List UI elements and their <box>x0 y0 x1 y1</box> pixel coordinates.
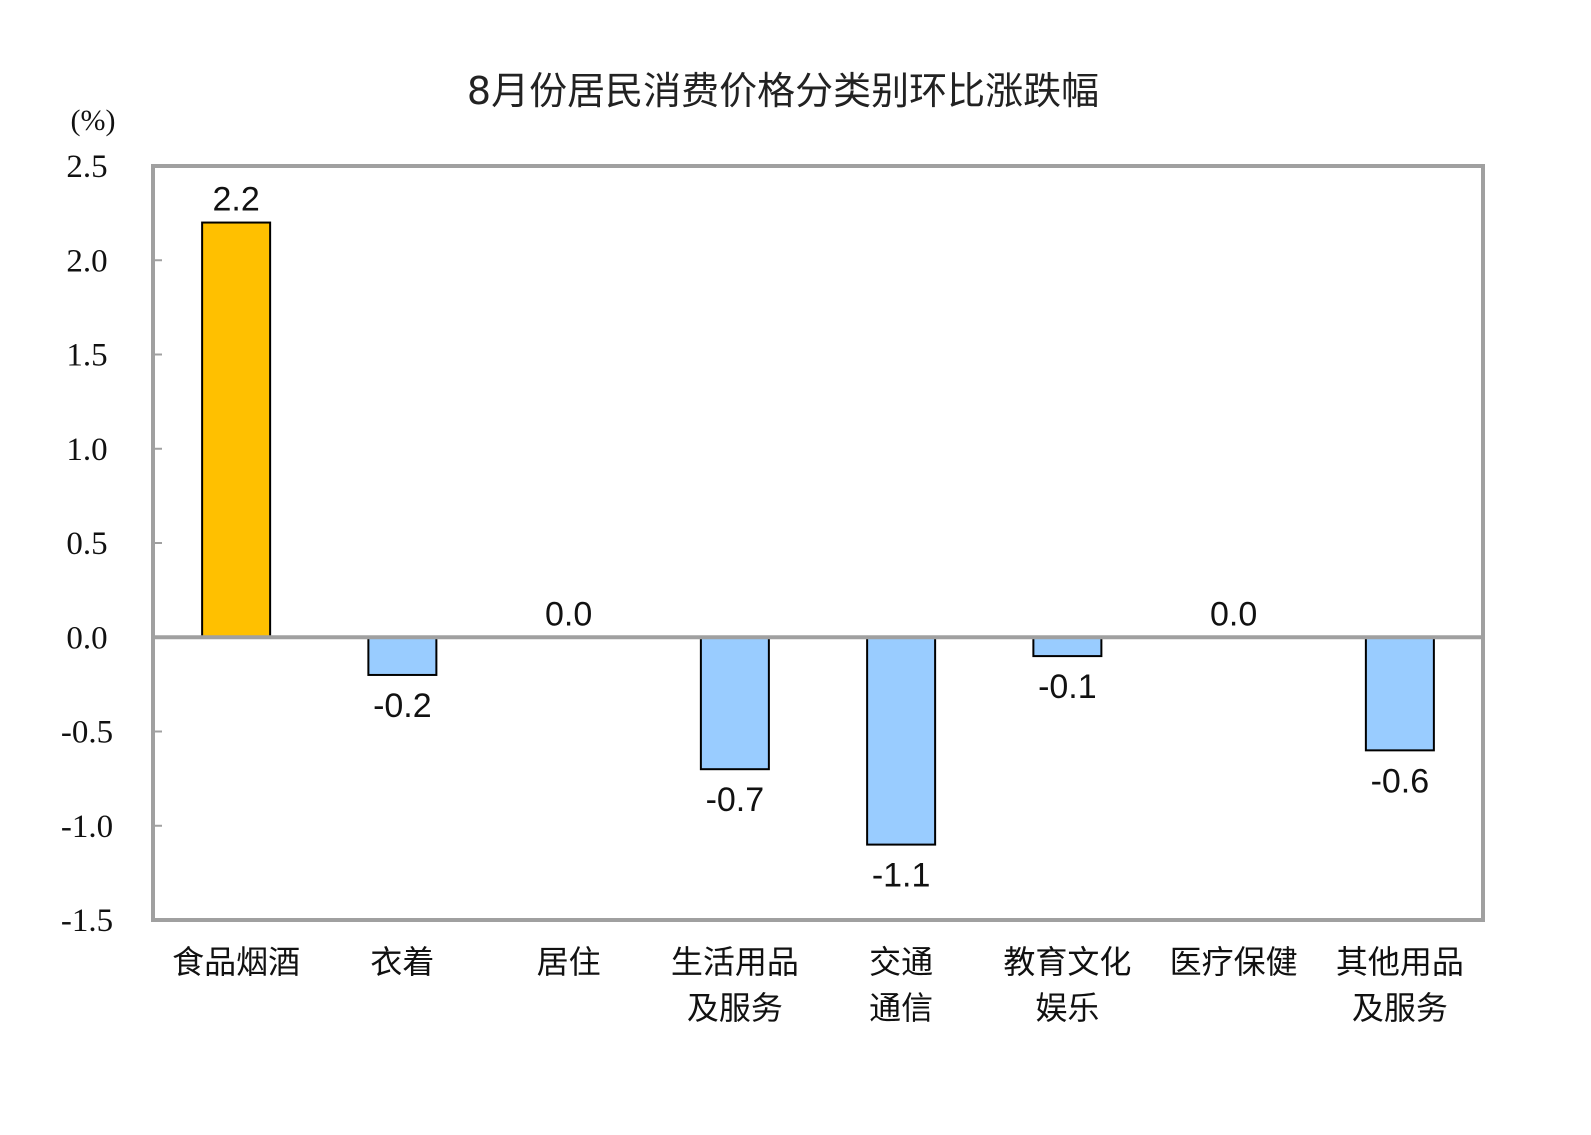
y-tick-label: 0.0 <box>66 620 107 656</box>
bar <box>699 636 770 771</box>
x-category-label: 教育文化 <box>1003 943 1131 981</box>
bar <box>1364 636 1435 752</box>
x-category-label: 居住 <box>537 943 601 981</box>
bar <box>1032 636 1103 658</box>
x-category-label: 及服务 <box>687 989 783 1027</box>
data-label: 0.0 <box>545 595 592 633</box>
data-label: -0.1 <box>1038 668 1097 706</box>
data-label: -0.2 <box>373 687 432 725</box>
y-tick-label: 1.0 <box>66 432 107 468</box>
x-category-label: 生活用品 <box>671 943 799 981</box>
plot-frame <box>151 164 1485 922</box>
y-tick-label: 2.5 <box>66 149 107 185</box>
chart-title: 8月份居民消费价格分类别环比涨跌幅 <box>467 69 1099 113</box>
x-category-label: 娱乐 <box>1035 989 1099 1027</box>
x-category-label: 衣着 <box>370 943 434 981</box>
bar <box>866 636 937 846</box>
x-category-label: 其他用品 <box>1336 943 1464 981</box>
y-axis-unit: (%) <box>71 104 116 137</box>
data-label: -1.1 <box>872 857 931 895</box>
x-category-label: 交通 <box>869 943 933 981</box>
y-tick-label: -1.5 <box>61 903 113 939</box>
x-category-label: 及服务 <box>1352 989 1448 1027</box>
data-label: 2.2 <box>212 181 259 219</box>
bar <box>201 221 272 639</box>
y-tick-label: -0.5 <box>61 715 113 751</box>
data-label: 0.0 <box>1210 595 1257 633</box>
y-tick-label: 1.5 <box>66 338 107 374</box>
data-label: -0.6 <box>1371 762 1430 800</box>
y-tick-label: 0.5 <box>66 526 107 562</box>
y-tick-label: -1.0 <box>61 809 113 845</box>
x-category-label: 通信 <box>869 989 933 1027</box>
data-label: -0.7 <box>706 781 765 819</box>
y-tick-label: 2.0 <box>66 243 107 279</box>
x-category-label: 食品烟酒 <box>172 943 300 981</box>
bar <box>367 636 438 676</box>
x-category-label: 医疗保健 <box>1170 943 1298 981</box>
